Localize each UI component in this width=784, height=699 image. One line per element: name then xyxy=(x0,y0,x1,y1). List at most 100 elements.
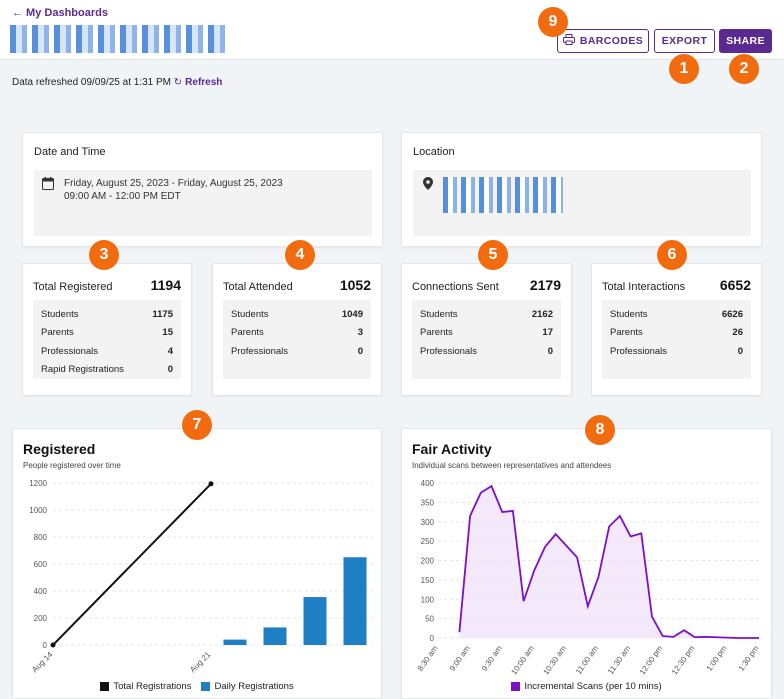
y-tick-label: 600 xyxy=(34,560,48,569)
y-tick-label: 100 xyxy=(421,595,435,604)
legend-label: Total Registrations xyxy=(113,681,192,692)
y-tick-label: 200 xyxy=(34,614,48,623)
export-label: EXPORT xyxy=(661,35,708,47)
stat-breakdown: Students 6626 Parents 26 Professionals 0 xyxy=(602,300,751,379)
y-tick-label: 250 xyxy=(421,537,435,546)
stat-row-label: Students xyxy=(420,308,458,320)
stat-row-value: 0 xyxy=(737,345,743,357)
barcodes-label: BARCODES xyxy=(579,35,644,47)
y-tick-label: 1200 xyxy=(29,479,47,488)
x-tick-label: 9:30 am xyxy=(480,644,504,673)
point-total-registrations xyxy=(50,642,56,648)
x-tick-label: 11:30 am xyxy=(606,644,632,676)
chart-subtitle: Individual scans between representatives… xyxy=(412,461,612,470)
stat-row-value: 15 xyxy=(162,327,173,339)
stat-total: 1194 xyxy=(150,277,181,293)
location-title: Location xyxy=(413,146,455,158)
stat-row: Parents 3 xyxy=(231,324,363,343)
badge-5: 5 xyxy=(478,240,508,270)
stat-row-value: 4 xyxy=(167,345,173,357)
stat-row-label: Students xyxy=(41,308,79,320)
badge-3: 3 xyxy=(89,240,119,270)
date-time-title: Date and Time xyxy=(34,146,106,158)
dashboard-title-redacted xyxy=(10,25,225,53)
stat-row: Students 1049 xyxy=(231,305,363,324)
refresh-icon: ↻ xyxy=(173,77,183,88)
map-pin-icon xyxy=(423,177,433,195)
bar-daily-registrations xyxy=(343,557,367,645)
legend-item[interactable]: Total Registrations xyxy=(100,681,191,692)
stat-total: 2179 xyxy=(529,277,561,293)
fair-activity-chart: 0 50 100 150 200 250 300 350 400 8:30 am 9:00 am 9:… xyxy=(416,479,761,677)
barcodes-button[interactable]: BARCODES xyxy=(557,29,649,53)
stat-row: Professionals 0 xyxy=(610,342,743,361)
stat-row-label: Parents xyxy=(41,327,74,339)
x-tick-label: 1:30 pm xyxy=(737,644,761,673)
x-tick-label: 9:00 am xyxy=(448,644,472,673)
stat-label: Total Interactions xyxy=(602,281,686,293)
y-tick-label: 300 xyxy=(421,518,435,527)
registered-chart-card: Registered People registered over time 0… xyxy=(12,428,382,699)
stat-row-label: Professionals xyxy=(610,345,668,357)
legend-item[interactable]: Daily Registrations xyxy=(201,681,294,692)
time-range: 09:00 AM - 12:00 PM EDT xyxy=(64,191,181,202)
badge-7: 7 xyxy=(182,410,212,440)
stat-breakdown: Students 2162 Parents 17 Professionals 0 xyxy=(412,300,561,379)
back-to-dashboards-link[interactable]: ← My Dashboards xyxy=(12,7,108,19)
refresh-link[interactable]: Refresh xyxy=(185,77,223,88)
stat-breakdown: Students 1049 Parents 3 Professionals 0 xyxy=(223,300,371,379)
y-tick-label: 1000 xyxy=(29,506,47,515)
stat-row-value: 17 xyxy=(542,327,553,339)
x-tick-label: 10:30 am xyxy=(542,644,569,677)
y-tick-label: 800 xyxy=(34,533,48,542)
x-tick-label: Aug 14 xyxy=(30,650,55,675)
refresh-status: Data refreshed 09/09/25 at 1:31 PM ↻ Refr… xyxy=(12,77,222,88)
location-card: Location xyxy=(401,132,762,247)
stat-row: Professionals 0 xyxy=(231,342,363,361)
date-time-box: Friday, August 25, 2023 - Friday, August… xyxy=(34,170,372,236)
stat-row-label: Students xyxy=(610,308,648,320)
bar-daily-registrations xyxy=(303,597,327,645)
stat-row: Professionals 0 xyxy=(420,342,553,361)
y-tick-label: 150 xyxy=(421,576,435,585)
stat-row: Rapid Registrations 0 xyxy=(41,361,173,380)
stat-row: Students 1175 xyxy=(41,305,173,324)
badge-2: 2 xyxy=(729,54,759,84)
legend-label: Daily Registrations xyxy=(214,681,294,692)
legend-label: Incremental Scans (per 10 mins) xyxy=(524,681,662,692)
chart-title: Registered xyxy=(23,441,96,457)
share-label: SHARE xyxy=(726,35,765,47)
legend-item[interactable]: Incremental Scans (per 10 mins) xyxy=(511,681,662,692)
chart-title: Fair Activity xyxy=(412,441,492,457)
x-tick-label: 1:00 pm xyxy=(705,644,729,673)
y-tick-label: 0 xyxy=(430,634,435,643)
bar-daily-registrations xyxy=(223,639,247,645)
share-button[interactable]: SHARE xyxy=(719,29,772,53)
x-tick-label: 12:30 pm xyxy=(670,644,697,677)
export-button[interactable]: EXPORT xyxy=(654,29,715,53)
printer-icon xyxy=(562,34,575,48)
point-total-registrations xyxy=(208,481,214,487)
stat-card-registered: Total Registered 1194 Students 1175 Parent… xyxy=(22,263,192,396)
x-tick-label: Aug 21 xyxy=(188,650,213,675)
stat-row-label: Parents xyxy=(610,327,643,339)
registered-chart: 0 200 400 600 800 1000 1200 Aug 14 Aug 21 xyxy=(29,479,373,675)
stat-row-value: 1049 xyxy=(341,308,363,320)
stat-label: Total Attended xyxy=(223,281,293,293)
stat-row: Professionals 4 xyxy=(41,342,173,361)
date-time-text: Friday, August 25, 2023 - Friday, August… xyxy=(64,177,283,203)
location-box xyxy=(413,170,751,236)
badge-6: 6 xyxy=(657,240,687,270)
calendar-icon xyxy=(42,177,54,195)
badge-8: 8 xyxy=(585,415,615,445)
top-bar: ← My Dashboards xyxy=(0,0,784,60)
y-tick-label: 200 xyxy=(421,557,435,566)
stat-row-value: 0 xyxy=(167,364,173,376)
stat-row: Students 6626 xyxy=(610,305,743,324)
stat-row-label: Rapid Registrations xyxy=(41,364,124,376)
stat-row-value: 2162 xyxy=(531,308,553,320)
x-tick-label: 12:00 pm xyxy=(638,644,665,677)
stat-row-value: 1175 xyxy=(152,308,173,320)
stat-row-label: Professionals xyxy=(41,345,99,357)
stat-row-label: Students xyxy=(231,308,269,320)
